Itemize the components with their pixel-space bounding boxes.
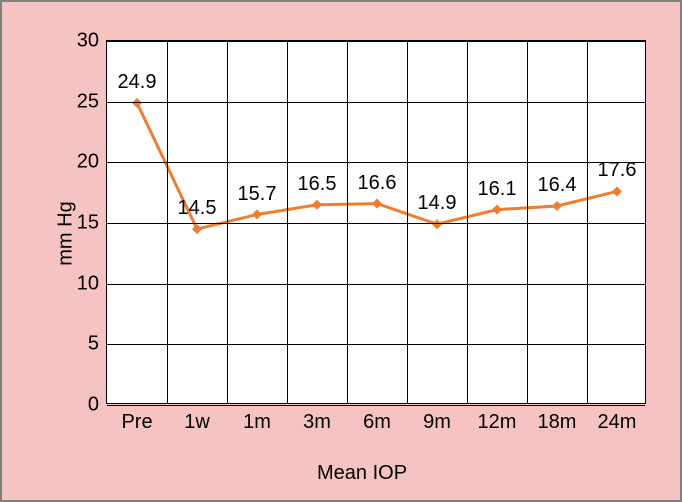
data-marker [612,186,622,196]
y-tick-label: 10 [77,272,107,295]
y-axis-title: mm Hg [55,201,78,265]
gridline-vertical [407,41,408,403]
gridline-vertical [587,41,588,403]
data-label: 17.6 [598,159,637,182]
data-label: 16.1 [478,178,517,201]
data-marker [132,98,142,108]
x-tick-label: 9m [423,403,451,434]
data-marker [192,224,202,234]
gridline-horizontal [107,284,645,285]
chart-container: 0 5 10 15 20 25 30 Pre 1w 1m 3m 6m 9m 12m 18m 24m 24.9 14… [0,0,682,502]
data-marker [252,210,262,220]
gridline-horizontal [107,223,645,224]
data-label: 14.9 [418,192,457,215]
gridline-vertical [467,41,468,403]
x-tick-label: 18m [538,403,577,434]
y-tick-label: 25 [77,90,107,113]
gridline-horizontal [107,41,645,42]
gridline-vertical [527,41,528,403]
x-tick-label: 1w [184,403,210,434]
y-tick-label: 0 [88,394,107,417]
gridline-horizontal [107,102,645,103]
y-tick-label: 30 [77,30,107,53]
gridline-vertical [287,41,288,403]
gridline-horizontal [107,162,645,163]
gridline-vertical [347,41,348,403]
data-label: 16.5 [298,173,337,196]
gridline-vertical [227,41,228,403]
y-tick-label: 5 [88,333,107,356]
data-label: 16.4 [538,174,577,197]
data-label: 24.9 [118,71,157,94]
data-marker [432,219,442,229]
x-tick-label: 6m [363,403,391,434]
plot-area: 051015202530Pre1w1m3m6m9m12m18m24m24.914… [106,40,646,404]
x-tick-label: 1m [243,403,271,434]
gridline-vertical [167,41,168,403]
data-marker [312,200,322,210]
data-marker [552,201,562,211]
x-tick-label: Pre [121,403,152,434]
x-tick-label: 12m [478,403,517,434]
x-tick-label: 3m [303,403,331,434]
data-marker [372,199,382,209]
data-label: 16.6 [358,172,397,195]
x-axis-title: Mean IOP [317,462,407,485]
y-tick-label: 20 [77,151,107,174]
data-marker [492,205,502,215]
data-label: 15.7 [238,183,277,206]
gridline-horizontal [107,344,645,345]
y-tick-label: 15 [77,212,107,235]
data-label: 14.5 [178,197,217,220]
x-tick-label: 24m [598,403,637,434]
